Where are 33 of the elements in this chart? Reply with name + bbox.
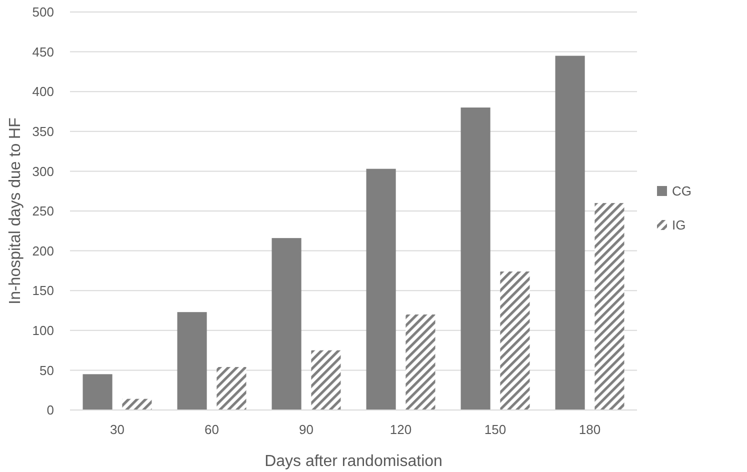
y-tick-label: 450	[32, 44, 54, 60]
x-tick-label: 180	[578, 422, 601, 437]
bar	[500, 271, 530, 410]
bar	[272, 238, 302, 410]
bar	[460, 108, 490, 410]
y-tick-label: 500	[32, 4, 54, 20]
bar	[122, 398, 152, 410]
y-tick-label: 350	[32, 124, 54, 139]
y-tick-label: 400	[32, 84, 54, 100]
y-tick-label: 0	[46, 402, 54, 418]
legend-label: CG	[672, 184, 692, 199]
bar	[555, 56, 585, 410]
bar	[406, 314, 436, 410]
bar	[594, 203, 624, 410]
bar	[366, 168, 396, 410]
bar	[311, 350, 341, 410]
y-tick-label: 50	[40, 362, 54, 378]
y-tick-label: 300	[32, 164, 54, 179]
bar	[82, 374, 112, 410]
y-tick-label: 250	[32, 204, 54, 219]
legend-label: IG	[672, 218, 686, 233]
bar	[216, 367, 246, 410]
bar	[177, 312, 207, 410]
y-tick-label: 200	[32, 243, 54, 258]
y-axis-title: In-hospital days due to HF	[7, 117, 24, 304]
x-tick-label: 60	[204, 422, 219, 437]
x-tick-label: 120	[390, 422, 412, 437]
x-tick-label: 150	[484, 422, 506, 437]
y-tick-label: 150	[32, 283, 54, 298]
x-tick-label: 30	[110, 422, 124, 437]
x-tick-label: 90	[299, 422, 314, 437]
y-tick-label: 100	[32, 322, 54, 338]
x-axis-title: Days after randomisation	[264, 453, 442, 470]
